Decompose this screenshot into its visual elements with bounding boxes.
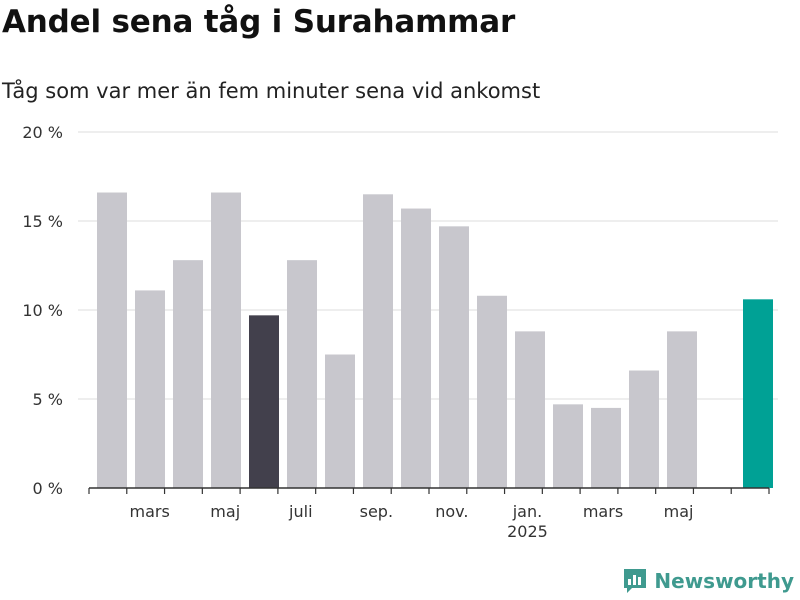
brand-name: Newsworthy bbox=[654, 569, 794, 593]
x-tick-sublabel: 2025 bbox=[507, 522, 548, 541]
x-tick-label: jan. bbox=[512, 502, 542, 521]
bar bbox=[553, 404, 583, 488]
x-tick-label: mars bbox=[583, 502, 623, 521]
bar bbox=[173, 260, 203, 488]
x-tick-label: juli bbox=[288, 502, 312, 521]
bar bbox=[211, 192, 241, 488]
bar bbox=[743, 299, 773, 488]
y-tick-label: 0 % bbox=[33, 479, 63, 498]
x-tick-label: maj bbox=[664, 502, 694, 521]
x-tick-label: maj bbox=[210, 502, 240, 521]
y-tick-label: 20 % bbox=[22, 123, 63, 142]
chart-title: Andel sena tåg i Surahammar bbox=[2, 4, 516, 40]
bar-chart: 0 % 5 % 10 % 15 % 20 % mars maj juli sep. nov. jan… bbox=[22, 123, 778, 541]
x-tick-label: mars bbox=[130, 502, 170, 521]
bar bbox=[249, 315, 279, 488]
bar bbox=[591, 407, 621, 488]
bar bbox=[325, 354, 355, 488]
bar bbox=[287, 260, 317, 488]
bar bbox=[629, 370, 659, 488]
bar bbox=[401, 208, 431, 489]
bar bbox=[363, 194, 393, 489]
bar bbox=[97, 192, 127, 488]
y-tick-label: 10 % bbox=[22, 301, 63, 320]
newsworthy-logo-icon bbox=[624, 569, 647, 593]
bar bbox=[515, 331, 545, 488]
bar bbox=[477, 295, 507, 488]
bar bbox=[439, 226, 469, 488]
chart-subtitle: Tåg som var mer än fem minuter sena vid … bbox=[2, 79, 541, 103]
y-tick-label: 5 % bbox=[33, 390, 63, 409]
x-tick-label: sep. bbox=[360, 502, 393, 521]
bar bbox=[135, 290, 165, 488]
bar bbox=[667, 331, 697, 488]
brand-logo: Newsworthy bbox=[622, 567, 794, 595]
y-tick-label: 15 % bbox=[22, 212, 63, 231]
x-tick-label: nov. bbox=[435, 502, 468, 521]
